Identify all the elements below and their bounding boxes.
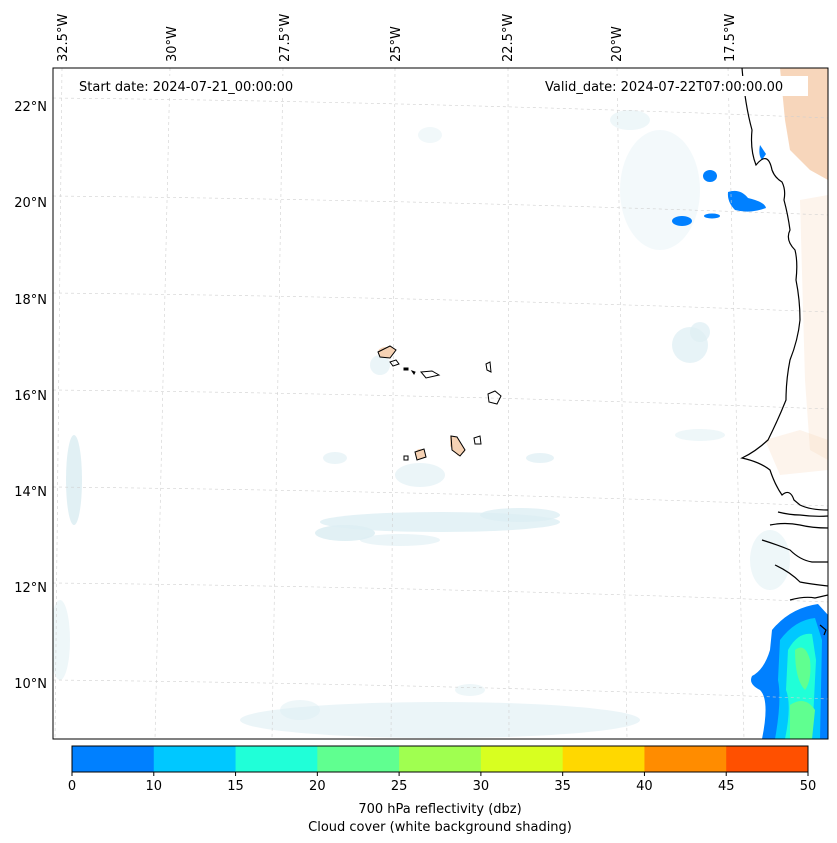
lon-label-25w: 25°W [389, 26, 404, 62]
colorbar-segment [317, 746, 400, 772]
colorbar-segments [72, 746, 809, 772]
lon-label-22-5w: 22.5°W [501, 14, 516, 62]
colorbar-label-line1: 700 hPa reflectivity (dbz) [358, 802, 521, 817]
valid-date-label: Valid_date: 2024-07-22T07:00:00.00 [545, 80, 783, 95]
lon-label-32-5w: 32.5°W [56, 14, 71, 62]
coastline [740, 68, 828, 636]
colorbar-segment [72, 746, 155, 772]
lat-label-16n: 16°N [14, 389, 47, 404]
colorbar-tick-label: 10 [146, 779, 163, 794]
lon-label-17-5w: 17.5°W [723, 14, 738, 62]
longitude-labels: 32.5°W 30°W 27.5°W 25°W 22.5°W 20°W 17.5… [56, 14, 738, 62]
colorbar-tick-label: 0 [68, 779, 76, 794]
colorbar-segment [726, 746, 809, 772]
lat-label-12n: 12°N [14, 581, 47, 596]
lat-label-18n: 18°N [14, 293, 47, 308]
colorbar-segment [562, 746, 645, 772]
colorbar-tick-label: 45 [718, 779, 735, 794]
colorbar-segment [644, 746, 727, 772]
colorbar-frame [71, 745, 809, 773]
lat-label-10n: 10°N [14, 677, 47, 692]
colorbar-segment [480, 746, 564, 772]
colorbar-label-line2: Cloud cover (white background shading) [308, 820, 572, 835]
islands [377, 345, 502, 461]
colorbar-tick-label: 35 [554, 779, 571, 794]
colorbar-segment [235, 746, 318, 772]
lat-label-22n: 22°N [14, 100, 47, 115]
colorbar-tick-label: 50 [800, 779, 817, 794]
lon-label-20w: 20°W [610, 26, 625, 62]
colorbar-tick-label: 20 [309, 779, 326, 794]
colorbar-tick-label: 15 [227, 779, 244, 794]
lon-label-30w: 30°W [165, 26, 180, 62]
colorbar-segment [153, 746, 237, 772]
colorbar-ticks: 0 10 15 20 25 30 35 40 45 50 [68, 772, 816, 794]
colorbar-tick-label: 40 [636, 779, 653, 794]
map-area [53, 68, 828, 739]
start-date-label: Start date: 2024-07-21_00:00:00 [79, 80, 293, 95]
lat-label-14n: 14°N [14, 485, 47, 500]
lon-label-27-5w: 27.5°W [278, 14, 293, 62]
colorbar-tick-label: 30 [473, 779, 490, 794]
lat-label-20n: 20°N [14, 196, 47, 211]
colorbar: 0 10 15 20 25 30 35 40 45 50 700 hPa reflectivity… [68, 745, 816, 835]
map-frame [52, 67, 829, 740]
colorbar-tick-label: 25 [391, 779, 408, 794]
latitude-labels: 22°N 20°N 18°N 16°N 14°N 12°N 10°N [14, 100, 47, 692]
gridlines [53, 68, 828, 739]
reflectivity-patches [672, 145, 828, 739]
colorbar-segment [399, 746, 482, 772]
